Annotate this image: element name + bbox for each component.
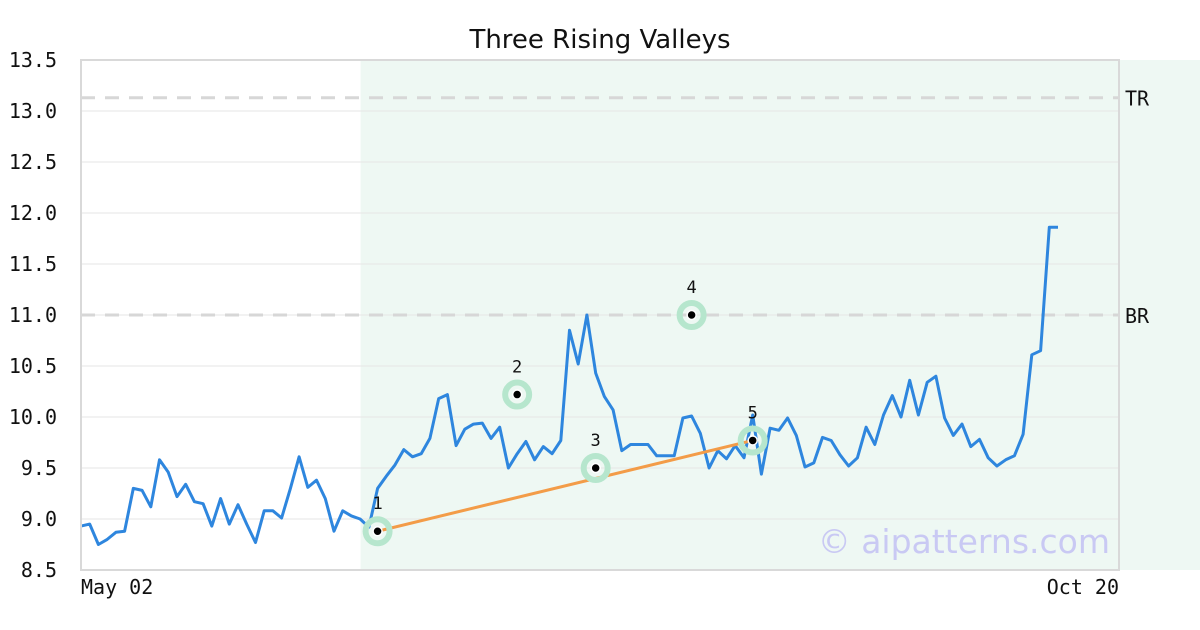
x-tick-label: Oct 20 xyxy=(1047,575,1119,599)
point-dot xyxy=(372,525,383,537)
y-tick-label: 10.0 xyxy=(9,405,57,429)
y-tick-label: 9.5 xyxy=(21,456,57,480)
reference-label: BR xyxy=(1125,304,1150,328)
point-halo xyxy=(737,425,768,456)
point-label: 5 xyxy=(748,403,758,423)
y-tick-label: 11.5 xyxy=(9,252,57,276)
point-dot xyxy=(511,389,523,400)
point-halo xyxy=(362,516,393,547)
point-label: 3 xyxy=(591,431,601,451)
x-tick-label: May 02 xyxy=(81,575,153,599)
plot-frame xyxy=(80,59,1120,571)
point-halo xyxy=(502,379,533,410)
reference-label: TR xyxy=(1125,87,1150,111)
point-dot xyxy=(590,462,601,474)
point-label: 2 xyxy=(512,358,522,378)
point-label: 1 xyxy=(372,494,382,514)
point-label: 4 xyxy=(687,278,697,298)
y-tick-label: 8.5 xyxy=(21,558,57,582)
point-halo xyxy=(580,453,611,483)
y-tick-label: 9.0 xyxy=(21,507,57,531)
x-axis-ticks: May 02 Oct 20 xyxy=(81,575,1119,599)
y-tick-label: 12.5 xyxy=(9,150,57,174)
chart-title: Three Rising Valleys xyxy=(468,25,730,55)
point-halo xyxy=(676,300,707,330)
series-line xyxy=(80,225,1058,546)
point-dot xyxy=(747,435,758,446)
y-tick-label: 13.0 xyxy=(9,99,57,123)
reference-lines: TR BR xyxy=(81,87,1150,328)
point-markers: 12345BreakOut xyxy=(362,278,768,547)
y-tick-label: 11.0 xyxy=(9,303,57,327)
trend-line xyxy=(377,439,754,533)
watermark: © aipatterns.com xyxy=(818,522,1110,561)
point-dot xyxy=(686,309,697,321)
y-tick-label: 13.5 xyxy=(9,48,57,72)
y-tick-label: 10.5 xyxy=(9,354,57,378)
y-tick-label: 12.0 xyxy=(9,201,57,225)
y-axis-ticks: 8.5 9.0 9.5 10.0 10.5 11.0 11.5 12.0 12.5 13.0 13.… xyxy=(9,48,57,582)
